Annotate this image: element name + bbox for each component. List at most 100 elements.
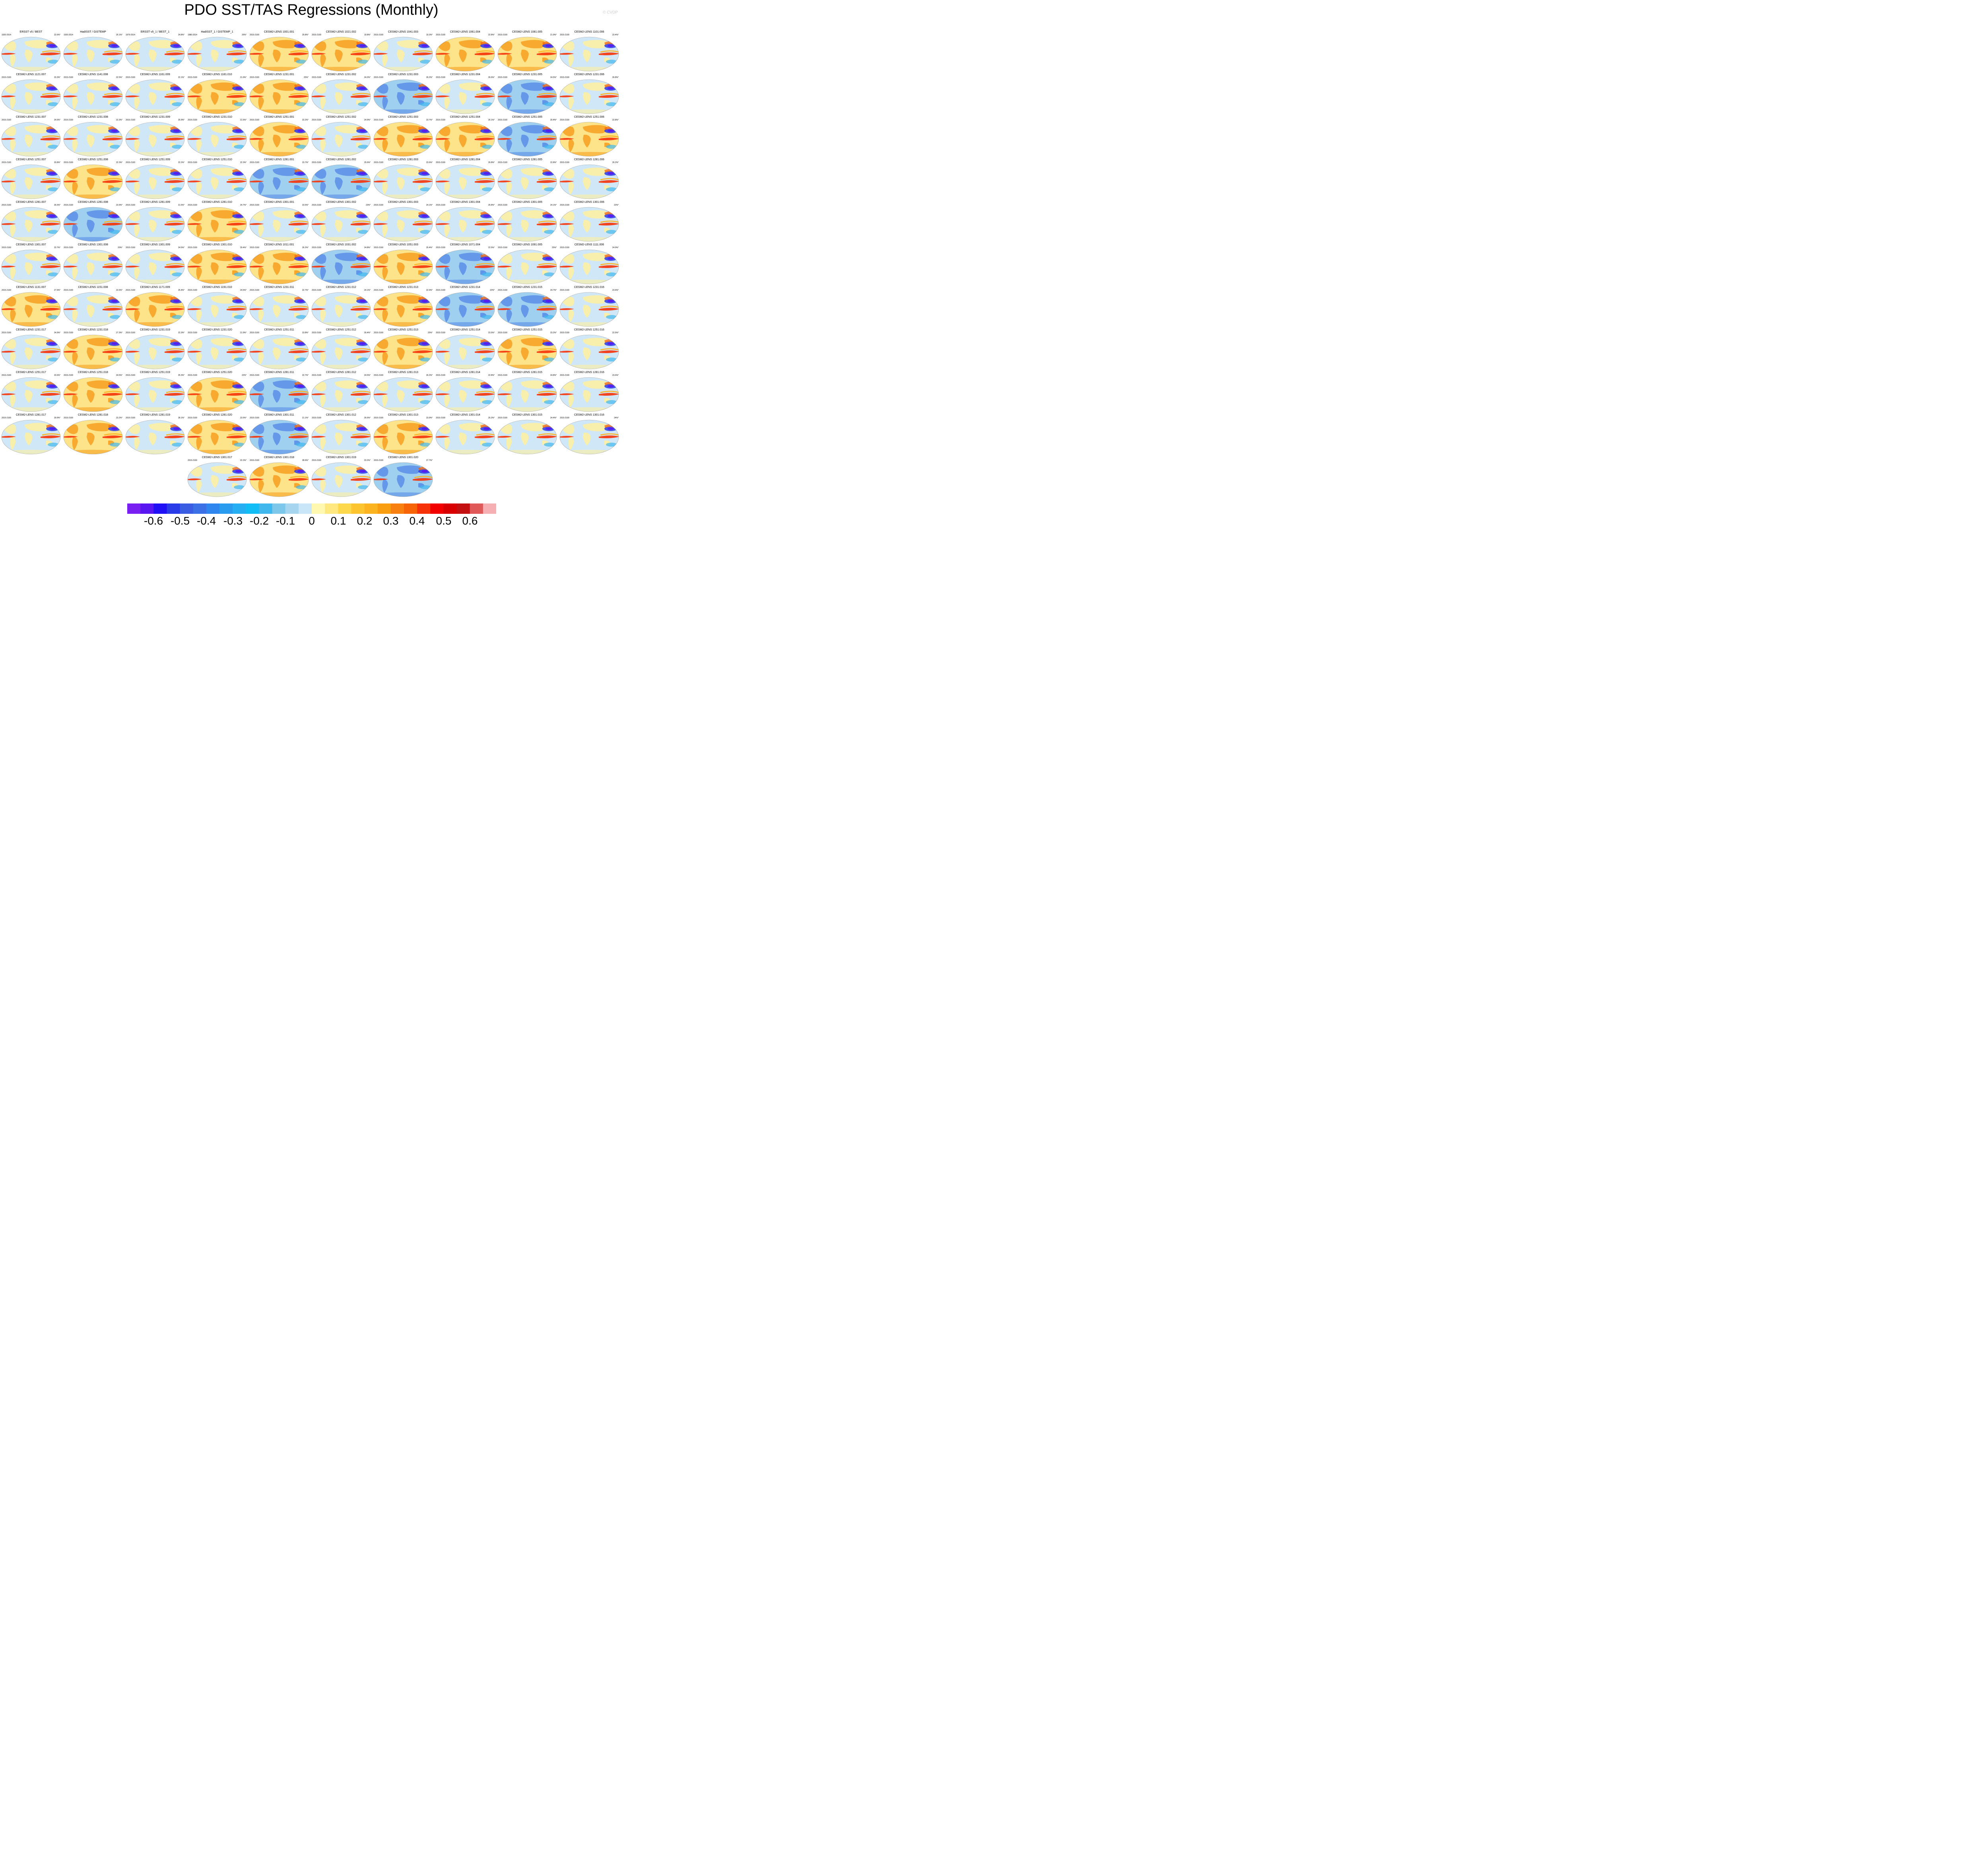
panel-variance-pct: 23.8%*: [302, 332, 309, 334]
map-outline: [249, 207, 309, 242]
landmass-eurasia: [335, 423, 359, 431]
north-pacific-cool-core: [546, 215, 552, 217]
north-pacific-cool-core: [173, 215, 180, 217]
map-outline: [497, 420, 557, 455]
equatorial-warm-tongue: [312, 393, 326, 395]
equatorial-warm-tongue: [250, 223, 264, 225]
panel-title: CESM2-LENS 1301.009: [140, 243, 170, 246]
equatorial-warm-tongue: [64, 351, 78, 353]
panel-years: 1920-2014: [2, 34, 11, 36]
map-panel: CESM2-LENS 1251.009 2015-2100 22.2%*: [124, 158, 186, 200]
panel-years: 2015-2100: [64, 119, 73, 121]
warm-band: [600, 391, 619, 393]
south-pacific-cool-anomaly: [110, 315, 121, 319]
landmass-americas-south: [10, 139, 16, 152]
panel-years: 2015-2100: [2, 76, 11, 79]
north-pacific-cool-core: [546, 428, 552, 430]
landmass-africa: [149, 134, 157, 148]
north-pacific-cool-core: [421, 87, 428, 89]
warm-band: [414, 391, 433, 393]
south-pacific-cool-anomaly: [358, 272, 369, 276]
panel-years: 2015-2100: [374, 332, 383, 334]
regression-map: [311, 164, 371, 199]
equatorial-warm-tongue: [312, 478, 326, 480]
warm-band: [352, 391, 371, 393]
landmass-americas-south: [382, 266, 388, 280]
panel-title: ERSST v5 / BEST: [19, 31, 43, 33]
landmass-africa: [149, 305, 157, 318]
map-outline: [187, 37, 247, 72]
landmass-africa: [273, 432, 281, 445]
credit-label: © CVDP: [603, 10, 618, 15]
panel-title: CESM2-LENS 1231.004: [450, 73, 480, 76]
landmass-africa: [397, 305, 405, 318]
north-pacific-cool-core: [421, 428, 428, 430]
map-outline: [311, 462, 371, 497]
map-outline: [187, 462, 247, 497]
panel-title: CESM2-LENS 1281.017: [16, 414, 46, 416]
panel-years: 2015-2100: [2, 119, 11, 121]
map-panel: CESM2-LENS 1231.011 2015-2100 22.7%*: [248, 286, 310, 328]
equatorial-warm-tongue: [165, 265, 184, 268]
warm-band: [352, 433, 371, 436]
panel-variance-pct: 20.8%*: [54, 161, 60, 164]
landmass-eurasia: [521, 380, 545, 389]
equatorial-warm-tongue: [103, 223, 122, 225]
landmass-eurasia: [273, 253, 297, 261]
panel-variance-pct: 22.8%*: [488, 34, 495, 36]
equatorial-warm-tongue: [250, 393, 264, 395]
map-outline: [559, 164, 619, 199]
colorbar-tick-label: -0.4: [196, 515, 216, 527]
panel-variance-pct: 23.9%*: [116, 204, 122, 206]
map-outline: [63, 249, 123, 284]
map-outline: [373, 292, 433, 327]
landmass-americas-south: [382, 352, 388, 365]
map-outline: [187, 377, 247, 412]
panel-years: 2015-2100: [436, 204, 445, 206]
map-outline: [311, 334, 371, 369]
panel-title: CESM2-LENS 1251.001: [264, 116, 294, 119]
panel-title: CESM2-LENS 1041.003: [388, 31, 418, 33]
warm-band: [352, 220, 371, 223]
map-outline: [373, 164, 433, 199]
south-pacific-cool-anomaly: [606, 230, 617, 234]
panel-title: CESM2-LENS 1251.014: [450, 328, 480, 331]
equatorial-warm-tongue: [413, 180, 433, 183]
map-panel: CESM2-LENS 1011.001 2015-2100 26.2%*: [248, 243, 310, 286]
landmass-americas-south: [134, 96, 140, 110]
panel-years: 2015-2100: [560, 119, 569, 121]
equatorial-warm-tongue: [351, 52, 371, 55]
regression-map: [249, 249, 309, 284]
panel-title: CESM2-LENS 1281.010: [202, 201, 232, 204]
landmass-africa: [521, 347, 529, 360]
equatorial-warm-tongue: [475, 350, 495, 353]
equatorial-warm-tongue: [250, 95, 264, 97]
panel-years: 2015-2100: [188, 332, 197, 334]
map-panel: CESM2-LENS 1281.004 2015-2100 26.8%*: [434, 158, 496, 200]
landmass-americas-south: [10, 181, 16, 195]
panel-variance-pct: 23.2%*: [550, 332, 557, 334]
landmass-africa: [25, 49, 33, 62]
panel-years: 1979-2014: [126, 34, 135, 36]
map-panel: CESM2-LENS 1281.005 2015-2100 22.8%*: [496, 158, 558, 200]
landmass-africa: [397, 49, 405, 62]
colorbar-swatch: [325, 503, 338, 514]
colorbar-tick-label: 0.4: [409, 515, 425, 527]
north-pacific-cool-core: [421, 385, 428, 387]
north-pacific-cool-core: [235, 87, 242, 89]
panel-years: 2015-2100: [126, 76, 135, 79]
north-pacific-cool-core: [111, 385, 118, 387]
panel-variance-pct: 24.5%*: [364, 374, 371, 377]
equatorial-warm-tongue: [560, 308, 574, 310]
north-pacific-cool-core: [483, 172, 490, 175]
south-pacific-cool-anomaly: [544, 358, 555, 362]
panel-title: CESM2-LENS 1021.002: [326, 31, 356, 33]
map-panel: CESM2-LENS 1251.013 2015-2100 25%*: [372, 328, 434, 371]
warm-band: [414, 263, 433, 266]
landmass-eurasia: [335, 465, 359, 474]
landmass-africa: [87, 305, 95, 318]
equatorial-warm-tongue: [126, 95, 140, 97]
warm-band: [476, 220, 495, 223]
panel-title: CESM2-LENS 1281.003: [388, 158, 418, 161]
south-pacific-cool-anomaly: [234, 485, 245, 489]
